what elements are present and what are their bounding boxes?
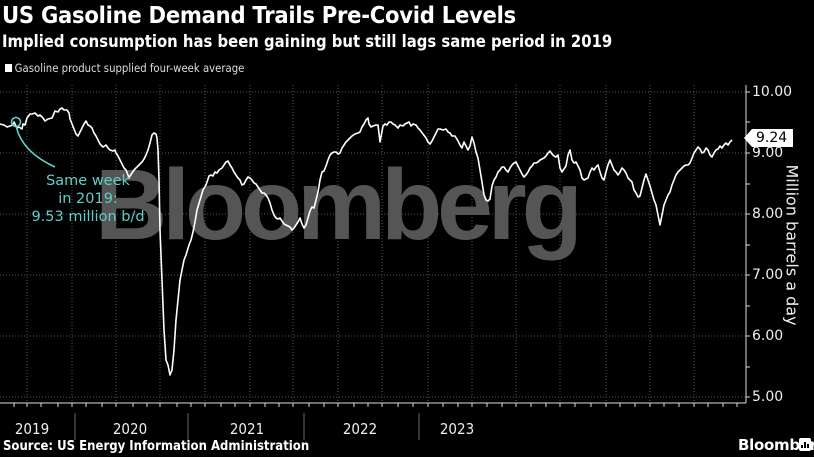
annotation-line-2: in 2019: bbox=[58, 191, 118, 207]
y-tick-label: 9.00 bbox=[752, 145, 784, 161]
chart-title: US Gasoline Demand Trails Pre-Covid Leve… bbox=[2, 3, 516, 29]
annotation-line-1: Same week bbox=[46, 173, 130, 189]
y-tick-label: 6.00 bbox=[752, 328, 784, 344]
y-axis-title: Million barrels a day bbox=[782, 164, 802, 326]
gridlines bbox=[0, 85, 745, 403]
annotation-leader-line bbox=[15, 125, 56, 168]
y-tick-label: 8.00 bbox=[752, 206, 784, 222]
year-dividers bbox=[74, 413, 420, 440]
x-ticks bbox=[13, 403, 738, 407]
brand-logo: Bloomberg bbox=[738, 436, 814, 454]
x-tick-label: 2021 bbox=[229, 420, 265, 438]
source-note: Source: US Energy Information Administra… bbox=[3, 439, 310, 454]
chart-subtitle: Implied consumption has been gaining but… bbox=[2, 32, 613, 51]
annotation-line-3: 9.53 million b/d bbox=[31, 209, 145, 225]
x-tick-label: 2020 bbox=[112, 420, 148, 438]
annotation-label: Same week in 2019: 9.53 million b/d bbox=[28, 172, 148, 226]
bloomberg-chart-icon bbox=[799, 438, 811, 451]
last-value-badge: 9.24 bbox=[743, 129, 794, 147]
x-tick-label: 2023 bbox=[439, 420, 475, 438]
y-tick-label: 5.00 bbox=[752, 389, 784, 405]
legend-label: Gasoline product supplied four-week aver… bbox=[14, 61, 245, 75]
y-tick-label: 7.00 bbox=[752, 267, 784, 283]
axes bbox=[0, 85, 750, 404]
y-tick-label: 10.00 bbox=[752, 84, 793, 100]
legend: Gasoline product supplied four-week aver… bbox=[5, 61, 244, 75]
x-tick-label: 2019 bbox=[14, 420, 50, 438]
legend-swatch-icon bbox=[5, 64, 13, 72]
data-line bbox=[0, 107, 733, 376]
x-tick-label: 2022 bbox=[342, 420, 378, 438]
